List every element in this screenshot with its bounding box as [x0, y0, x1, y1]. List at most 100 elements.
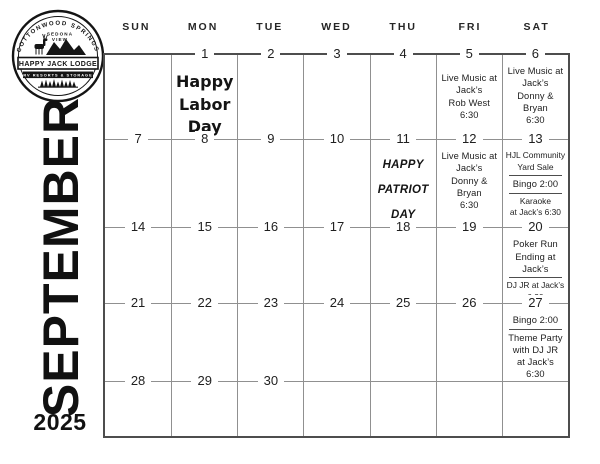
date-number: 11 — [390, 131, 416, 147]
date-number: 7 — [128, 131, 148, 147]
calendar-cell-4: 4 — [369, 46, 436, 140]
calendar-cell-15: 15 — [171, 219, 238, 304]
date-number: 5 — [459, 46, 479, 61]
date-number: 27 — [522, 295, 549, 311]
trees-icon — [38, 79, 78, 88]
calendar-cell-20: 20 Poker Run Ending at Jack’s DJ JR at Jack’… — [501, 219, 568, 304]
logo-tagline: RV RESORTS & STORAGE — [23, 72, 92, 77]
calendar-cell-21: 21 — [105, 295, 172, 380]
calendar-cell-8: 8 — [171, 131, 238, 228]
event-text: HAPPY PATRIOT DAY — [377, 159, 429, 221]
date-number: 22 — [191, 295, 218, 311]
calendar-cell-23: 23 — [237, 295, 304, 381]
date-number: 3 — [327, 46, 347, 61]
date-number: 24 — [323, 295, 351, 311]
event-text: Karaoke at Jack’s 6:30 — [509, 195, 561, 218]
logo-tagline-bar — [23, 71, 93, 79]
lodge-logo: COTTONWOOD SPRINGS SEDONA VIEW HAPPY JAC… — [11, 9, 105, 103]
calendar-cell-17: 17 — [303, 219, 370, 304]
date-number: 9 — [261, 131, 281, 147]
logo-name: HAPPY JACK LODGE — [19, 61, 97, 68]
date-number: 17 — [323, 219, 351, 235]
calendar-cell-2: 2 — [237, 46, 303, 140]
calendar-cell-10: 10 — [303, 131, 370, 228]
day-header-row: SUN MON TUE WED THU FRI SAT — [103, 21, 570, 33]
calendar-cell-24: 24 — [303, 295, 370, 381]
calendar-cell-empty — [369, 380, 436, 436]
date-number: 26 — [456, 295, 483, 311]
calendar-cell-12: 12 Live Music at Jack’s Donny & Bryan 6:30 — [435, 131, 502, 228]
event-text: Poker Run Ending at Jack’s — [513, 239, 558, 274]
calendar-cell-11: 11 HAPPY PATRIOT DAY — [369, 131, 436, 228]
date-number: 28 — [124, 372, 152, 388]
logo-subtitle-line1: SEDONA — [47, 32, 73, 37]
day-header-sat: SAT — [523, 21, 550, 33]
date-number: 6 — [525, 46, 546, 61]
year-label: 2025 — [33, 409, 87, 435]
date-number: 30 — [257, 372, 285, 388]
event-text: Live Music at Jack’s Donny & Bryan 6:30 — [507, 66, 564, 126]
logo-subtitle-line2: VIEW — [52, 37, 68, 42]
date-number: 13 — [522, 131, 549, 147]
date-number: 19 — [456, 219, 483, 235]
date-number: 20 — [522, 219, 549, 235]
calendar-cell-empty — [501, 380, 568, 436]
date-number: 10 — [323, 131, 351, 147]
event-text: Happy Labor Day — [175, 72, 234, 137]
date-number: 21 — [124, 295, 152, 311]
calendar-cell-7: 7 — [105, 131, 172, 227]
calendar-cell-19: 19 — [435, 219, 502, 304]
calendar-cell-18: 18 — [369, 219, 436, 304]
calendar-grid: 1 Happy Labor Day 2 3 4 5 Live Music at Jack’s Rob… — [103, 46, 570, 438]
event-divider — [508, 192, 562, 194]
day-header-thu: THU — [389, 21, 417, 33]
calendar-cell-30: 30 — [237, 372, 304, 436]
logo-inner-ring — [18, 16, 98, 96]
calendar-cell-3: 3 — [303, 46, 369, 140]
day-header-wed: WED — [321, 21, 352, 33]
calendar-cell-25: 25 — [369, 295, 436, 381]
calendar-cell-28: 28 — [105, 372, 172, 436]
logo-banner — [17, 56, 99, 70]
date-number: 16 — [257, 219, 285, 235]
day-header-sun: SUN — [122, 21, 151, 33]
date-number: 15 — [191, 219, 218, 235]
calendar-cell-empty — [435, 380, 502, 436]
calendar-cell-empty — [303, 380, 370, 436]
event-text: HJL Community Yard Sale — [505, 150, 566, 172]
date-number: 4 — [393, 46, 413, 61]
date-number: 14 — [124, 219, 152, 235]
day-header-tue: TUE — [256, 21, 284, 33]
event-text: Live Music at Jack’s Donny & Bryan 6:30 — [441, 151, 498, 211]
event-text: Bingo 2:00 — [512, 179, 559, 190]
calendar-cell-29: 29 — [171, 372, 238, 436]
event-divider — [508, 328, 562, 330]
event-text: Theme Party with DJ JR at Jack’s 6:30 — [508, 332, 563, 380]
calendar-cell-27: 27 Bingo 2:00 Theme Party with DJ JR at Jack… — [501, 295, 568, 381]
deer-icon — [34, 33, 48, 55]
date-number: 1 — [195, 46, 215, 61]
date-number: 23 — [257, 295, 285, 311]
day-header-fri: FRI — [458, 21, 482, 33]
calendar-cell-16: 16 — [237, 219, 304, 304]
day-header-mon: MON — [187, 21, 219, 33]
event-text: Bingo 2:00 — [512, 315, 559, 326]
date-number: 8 — [195, 131, 215, 147]
calendar-cell-9: 9 — [237, 131, 304, 228]
calendar-cell-1: 1 Happy Labor Day — [171, 46, 237, 140]
calendar-cell-6: 6 Live Music at Jack’s Donny & Bryan 6:30 — [501, 46, 568, 140]
calendar-cell-22: 22 — [171, 295, 238, 381]
date-number: 18 — [389, 219, 417, 235]
calendar-cell-13: 13 HJL Community Yard Sale Bingo 2:00 Karaok… — [501, 131, 568, 228]
calendar-cell-empty — [105, 55, 171, 139]
calendar-cell-14: 14 — [105, 219, 172, 303]
month-title: SEPTEMBER — [33, 96, 89, 418]
date-number: 29 — [191, 372, 218, 388]
calendar-cell-5: 5 Live Music at Jack’s Rob West 6:30 — [435, 46, 502, 140]
date-number: 25 — [389, 295, 417, 311]
event-text: Live Music at Jack’s Rob West 6:30 — [441, 73, 498, 120]
calendar-cell-26: 26 — [435, 295, 502, 381]
date-number: 12 — [456, 131, 483, 147]
date-number: 2 — [261, 46, 281, 61]
